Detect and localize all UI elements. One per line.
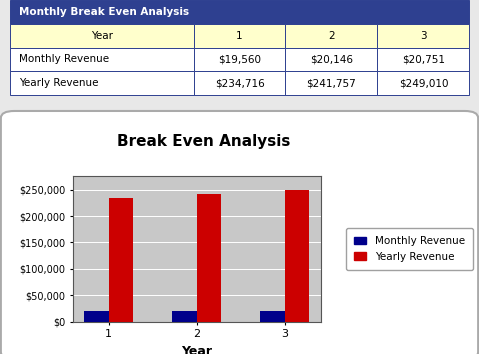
Bar bbox=[109, 198, 134, 321]
Bar bbox=[172, 311, 197, 321]
Text: Yearly Revenue: Yearly Revenue bbox=[19, 78, 98, 88]
Text: Break Even Analysis: Break Even Analysis bbox=[117, 135, 290, 149]
Text: Monthly Break Even Analysis: Monthly Break Even Analysis bbox=[19, 7, 189, 17]
Bar bbox=[194, 71, 285, 95]
Text: 1: 1 bbox=[236, 31, 243, 41]
Bar bbox=[10, 0, 469, 24]
Bar bbox=[10, 47, 194, 71]
Text: $20,751: $20,751 bbox=[402, 55, 445, 64]
Bar bbox=[197, 194, 221, 321]
Bar bbox=[285, 71, 377, 95]
Text: $249,010: $249,010 bbox=[399, 78, 448, 88]
Bar bbox=[377, 71, 469, 95]
Bar bbox=[377, 24, 469, 47]
Text: $234,716: $234,716 bbox=[215, 78, 264, 88]
Text: 2: 2 bbox=[328, 31, 335, 41]
Bar bbox=[377, 47, 469, 71]
Text: Monthly Revenue: Monthly Revenue bbox=[19, 55, 109, 64]
Text: $19,560: $19,560 bbox=[218, 55, 261, 64]
Bar bbox=[260, 310, 285, 321]
X-axis label: Year: Year bbox=[181, 345, 212, 354]
Bar bbox=[285, 47, 377, 71]
Bar bbox=[10, 24, 194, 47]
Bar bbox=[84, 311, 109, 321]
Text: 3: 3 bbox=[420, 31, 427, 41]
Bar bbox=[285, 190, 309, 321]
Text: Year: Year bbox=[91, 31, 113, 41]
Text: $20,146: $20,146 bbox=[310, 55, 353, 64]
Bar bbox=[194, 24, 285, 47]
Bar bbox=[194, 47, 285, 71]
Legend: Monthly Revenue, Yearly Revenue: Monthly Revenue, Yearly Revenue bbox=[345, 228, 473, 270]
FancyBboxPatch shape bbox=[1, 111, 478, 354]
Bar bbox=[285, 24, 377, 47]
Bar bbox=[10, 71, 194, 95]
Text: $241,757: $241,757 bbox=[307, 78, 356, 88]
